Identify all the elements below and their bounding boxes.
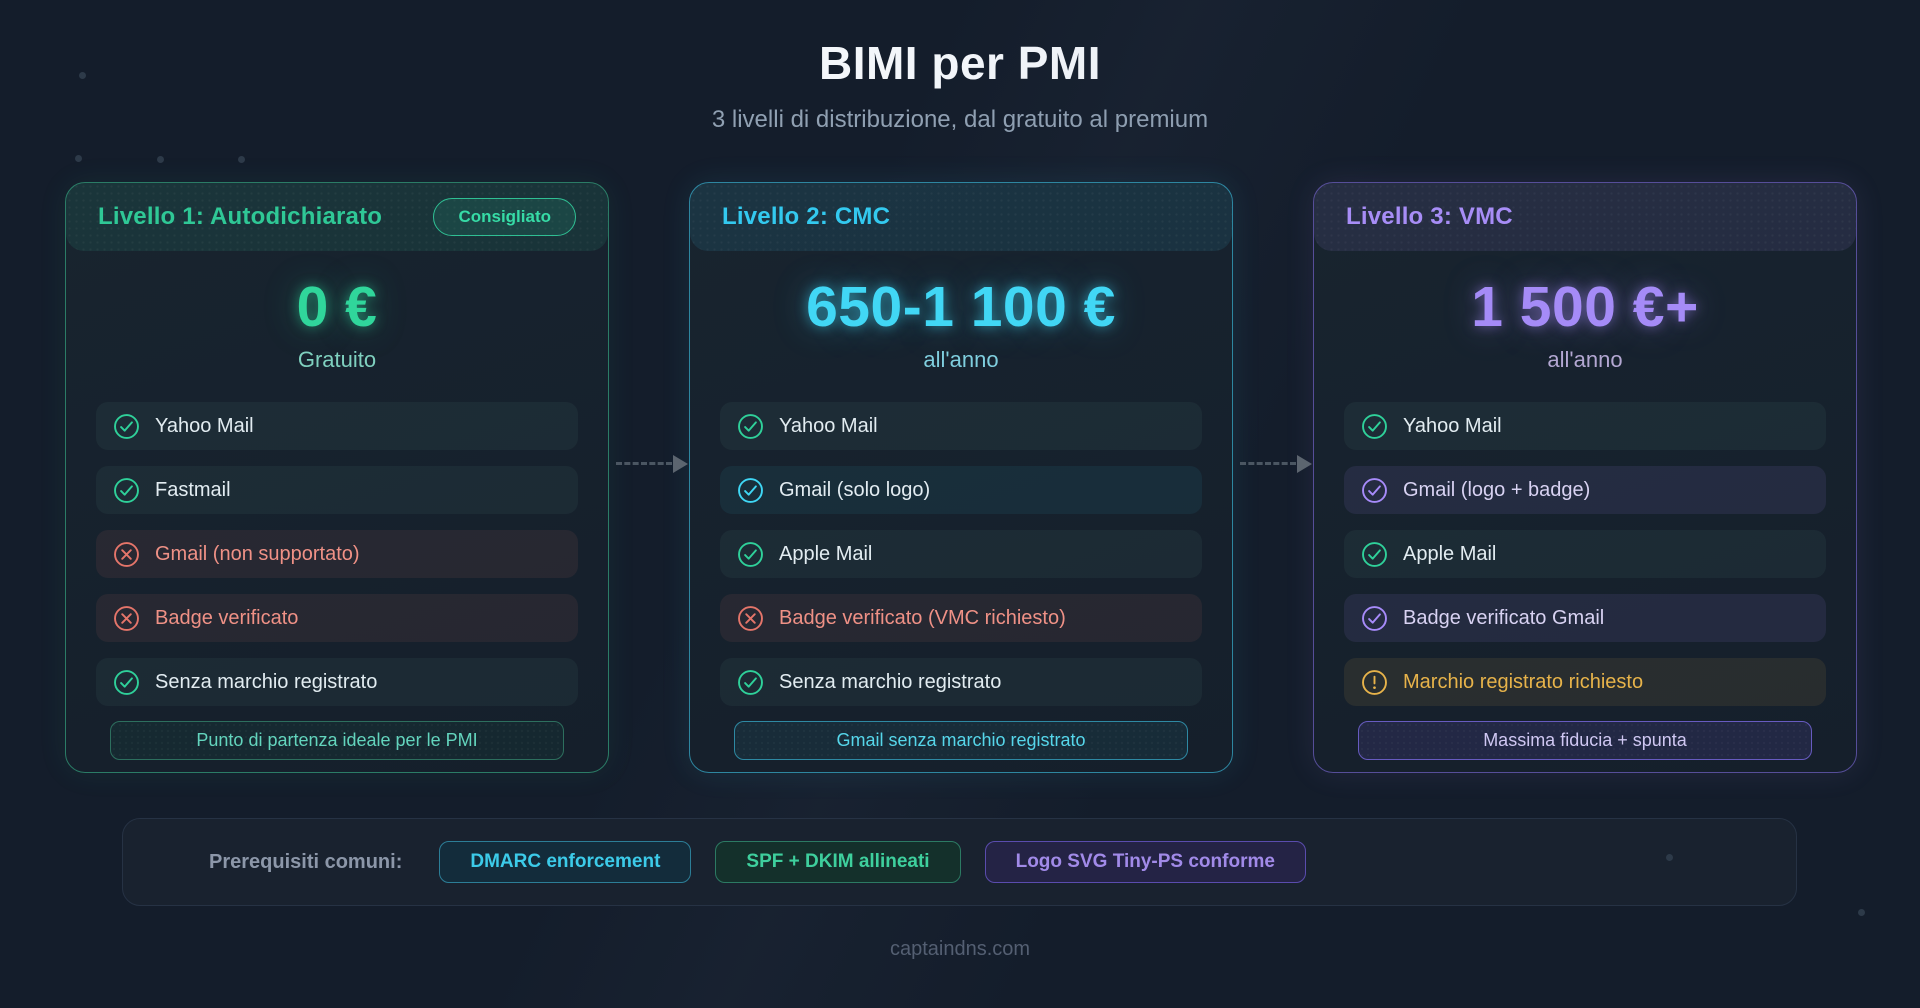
feature-label: Yahoo Mail <box>779 414 878 437</box>
x-circle-icon <box>114 541 139 567</box>
recommended-badge: Consigliato <box>433 198 576 236</box>
prerequisite-pill: DMARC enforcement <box>439 841 692 883</box>
feature-row: Yahoo Mail <box>1344 402 1826 450</box>
prerequisite-pill: SPF + DKIM allineati <box>715 841 961 883</box>
site-footer: captaindns.com <box>889 938 1031 960</box>
check-circle-icon <box>1362 541 1387 567</box>
feature-label: Senza marchio registrato <box>155 670 378 693</box>
tier-name: Livello 1: Autodichiarato <box>98 203 383 230</box>
page-subtitle: 3 livelli di distribuzione, dal gratuito… <box>711 106 1209 133</box>
flow-arrow <box>1240 455 1312 473</box>
flow-arrow <box>616 455 688 473</box>
tier-card: Livello 1: Autodichiarato Consigliato 0 … <box>65 182 609 773</box>
warning-icon <box>1362 669 1387 695</box>
check-circle-icon <box>114 669 139 695</box>
feature-label: Badge verificato (VMC richiesto) <box>779 606 1066 629</box>
check-circle-icon <box>114 477 139 503</box>
check-circle-icon <box>1362 605 1387 631</box>
tier-period: all'anno <box>1547 347 1623 372</box>
x-circle-icon <box>114 605 139 631</box>
feature-label: Badge verificato <box>155 606 299 629</box>
tier-name: Livello 3: VMC <box>1346 203 1513 230</box>
check-circle-icon <box>738 413 763 439</box>
tier-footnote: Gmail senza marchio registrato <box>734 721 1188 760</box>
tier-price: 650-1 100 € <box>806 275 1116 339</box>
tier-name: Livello 2: CMC <box>722 203 891 230</box>
tiers: Livello 1: Autodichiarato Consigliato 0 … <box>65 182 1857 773</box>
decor-dot <box>1666 854 1673 861</box>
tier-header: Livello 3: VMC <box>1314 183 1856 251</box>
feature-row: Fastmail <box>96 466 578 514</box>
prerequisites-label: Prerequisiti comuni: <box>209 850 403 873</box>
decor-dot <box>1858 909 1865 916</box>
x-circle-icon <box>738 605 763 631</box>
feature-row: Gmail (logo + badge) <box>1344 466 1826 514</box>
feature-label: Marchio registrato richiesto <box>1403 670 1644 693</box>
decor-dot <box>79 72 86 79</box>
feature-row: Badge verificato (VMC richiesto) <box>720 594 1202 642</box>
feature-row: Senza marchio registrato <box>96 658 578 706</box>
feature-list: Yahoo Mail Fastmail Gmail (n <box>66 402 608 706</box>
tier-footnote: Massima fiducia + spunta <box>1358 721 1812 760</box>
check-circle-icon <box>1362 477 1387 503</box>
feature-row: Gmail (non supportato) <box>96 530 578 578</box>
decor-dot <box>238 156 245 163</box>
feature-row: Apple Mail <box>1344 530 1826 578</box>
tier-price: 1 500 €+ <box>1471 275 1699 339</box>
tier-header: Livello 2: CMC <box>690 183 1232 251</box>
page-title: BIMI per PMI <box>818 37 1102 89</box>
feature-row: Yahoo Mail <box>96 402 578 450</box>
tier-card: Livello 3: VMC 1 500 €+ all'anno Yahoo M… <box>1313 182 1857 773</box>
prerequisite-pill: Logo SVG Tiny-PS conforme <box>984 841 1306 883</box>
tier-period: Gratuito <box>297 347 377 372</box>
feature-row: Marchio registrato richiesto <box>1344 658 1826 706</box>
feature-label: Gmail (logo + badge) <box>1403 478 1591 501</box>
feature-label: Fastmail <box>155 478 231 501</box>
decor-dot <box>75 155 82 162</box>
tier-footnote: Punto di partenza ideale per le PMI <box>110 721 564 760</box>
feature-row: Senza marchio registrato <box>720 658 1202 706</box>
check-circle-icon <box>738 541 763 567</box>
check-circle-icon <box>738 669 763 695</box>
check-circle-icon <box>114 413 139 439</box>
feature-label: Yahoo Mail <box>155 414 254 437</box>
check-circle-icon <box>1362 413 1387 439</box>
feature-row: Gmail (solo logo) <box>720 466 1202 514</box>
feature-label: Gmail (non supportato) <box>155 542 360 565</box>
feature-label: Badge verificato Gmail <box>1403 606 1605 629</box>
feature-list: Yahoo Mail Gmail (solo logo) <box>690 402 1232 706</box>
feature-row: Badge verificato <box>96 594 578 642</box>
feature-label: Senza marchio registrato <box>779 670 1002 693</box>
feature-label: Gmail (solo logo) <box>779 478 931 501</box>
prerequisites-bar: Prerequisiti comuni: DMARC enforcement SP… <box>122 818 1797 906</box>
tier-price: 0 € <box>296 275 378 339</box>
tier-period: all'anno <box>923 347 999 372</box>
feature-row: Yahoo Mail <box>720 402 1202 450</box>
feature-label: Apple Mail <box>779 542 873 565</box>
feature-list: Yahoo Mail Gmail (logo + badge) <box>1314 402 1856 706</box>
feature-label: Apple Mail <box>1403 542 1497 565</box>
tier-card: Livello 2: CMC 650-1 100 € all'anno Yaho… <box>689 182 1233 773</box>
feature-row: Badge verificato Gmail <box>1344 594 1826 642</box>
check-circle-icon <box>738 477 763 503</box>
decor-dot <box>157 156 164 163</box>
feature-label: Yahoo Mail <box>1403 414 1502 437</box>
tier-header: Livello 1: Autodichiarato Consigliato <box>66 183 608 251</box>
feature-row: Apple Mail <box>720 530 1202 578</box>
